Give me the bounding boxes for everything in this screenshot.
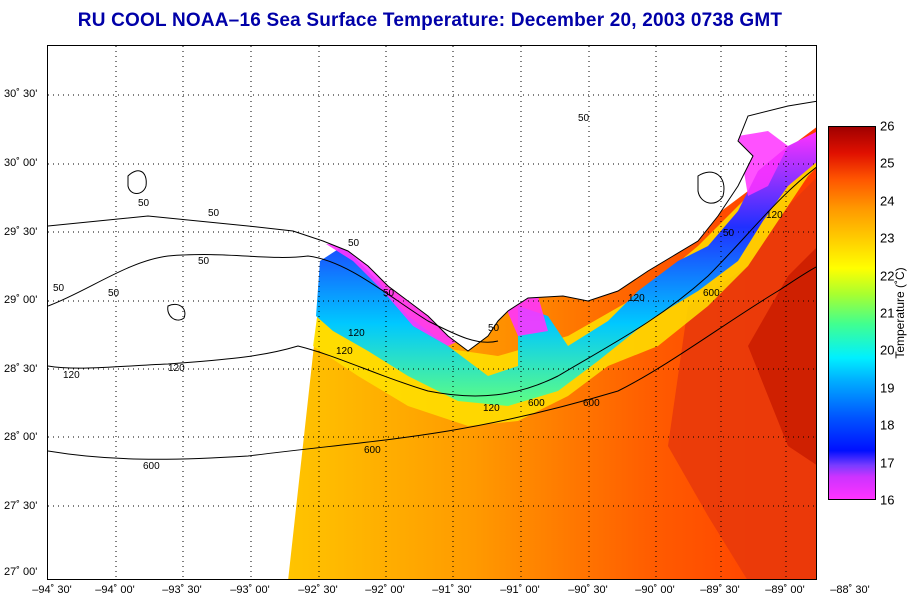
contour-label: 50 xyxy=(723,228,735,239)
island-outline xyxy=(697,171,725,204)
latitude-label: 28˚ 00' xyxy=(4,431,38,443)
contour-label: 50 xyxy=(348,238,360,249)
contour-label: 50 xyxy=(108,288,120,299)
contour-label: 120 xyxy=(336,346,353,357)
longitude-label: –90˚ 00' xyxy=(635,584,675,596)
contour-label: 50 xyxy=(578,113,590,124)
colorbar-tick: 21 xyxy=(880,305,895,321)
contour-label: 120 xyxy=(63,370,80,381)
longitude-label: –92˚ 00' xyxy=(365,584,405,596)
latitude-label: 30˚ 30' xyxy=(4,88,38,100)
contour-label: 50 xyxy=(53,283,65,294)
graticule xyxy=(48,46,816,579)
cold-water-region xyxy=(316,132,816,406)
longitude-label: –93˚ 00' xyxy=(230,584,270,596)
colorbar-tick: 17 xyxy=(880,455,895,471)
colorbar-tick: 18 xyxy=(880,417,895,433)
colorbar-tick: 25 xyxy=(880,155,895,171)
coastline xyxy=(48,100,816,352)
contour-label: 600 xyxy=(143,461,160,472)
contour-label: 600 xyxy=(703,288,720,299)
contour-label: 50 xyxy=(488,323,500,334)
contour-label: 120 xyxy=(168,363,185,374)
longitude-label: –90˚ 30' xyxy=(568,584,608,596)
contour-600 xyxy=(48,266,816,460)
latitude-label: 27˚ 00' xyxy=(4,566,38,578)
contour-120 xyxy=(48,166,816,397)
colorbar-tick: 23 xyxy=(880,230,895,246)
land-area xyxy=(48,46,816,351)
longitude-label: –91˚ 30' xyxy=(432,584,472,596)
contour-label: 600 xyxy=(583,398,600,409)
contour-label: 120 xyxy=(628,293,645,304)
colorbar-tick: 26 xyxy=(880,118,895,134)
colorbar-label: Temperature (˚C) xyxy=(893,267,907,359)
colorbar-tick: 19 xyxy=(880,380,895,396)
longitude-label: –89˚ 30' xyxy=(700,584,740,596)
latitude-label: 27˚ 30' xyxy=(4,500,38,512)
map-title: RU COOL NOAA–16 Sea Surface Temperature:… xyxy=(77,10,783,31)
longitude-label: –92˚ 30' xyxy=(298,584,338,596)
contour-label: 120 xyxy=(766,210,783,221)
contour-label: 50 xyxy=(198,256,210,267)
latitude-label: 28˚ 30' xyxy=(4,363,38,375)
island-outline xyxy=(167,303,186,321)
contour-label: 50 xyxy=(138,198,150,209)
colorbar-tick: 16 xyxy=(880,492,895,508)
contour-label: 50 xyxy=(383,288,395,299)
latitude-label: 30˚ 00' xyxy=(4,157,38,169)
longitude-label: –93˚ 30' xyxy=(162,584,202,596)
longitude-label: –89˚ 00' xyxy=(765,584,805,596)
latitude-label: 29˚ 30' xyxy=(4,226,38,238)
temperature-colorbar xyxy=(828,126,876,500)
colorbar-tick: 22 xyxy=(880,268,895,284)
colorbar-tick: 24 xyxy=(880,193,895,209)
contour-label: 120 xyxy=(483,403,500,414)
longitude-label: –91˚ 00' xyxy=(500,584,540,596)
contour-label: 120 xyxy=(348,328,365,339)
sst-map[interactable]: 50 50 50 50 50 50 50 50 50 50 120 120 12… xyxy=(47,45,817,580)
colorbar-tick: 20 xyxy=(880,342,895,358)
hot-core-region xyxy=(748,248,816,465)
contour-label: 600 xyxy=(528,398,545,409)
longitude-label: –94˚ 30' xyxy=(32,584,72,596)
island-outline xyxy=(127,170,147,194)
contour-label: 50 xyxy=(208,208,220,219)
longitude-label: –94˚ 00' xyxy=(95,584,135,596)
sst-map-canvas: 50 50 50 50 50 50 50 50 50 50 120 120 12… xyxy=(48,46,816,579)
longitude-label: –88˚ 30' xyxy=(830,584,870,596)
hot-water-region xyxy=(668,178,816,579)
latitude-label: 29˚ 00' xyxy=(4,294,38,306)
contour-50 xyxy=(48,254,499,343)
contour-label: 600 xyxy=(364,445,381,456)
